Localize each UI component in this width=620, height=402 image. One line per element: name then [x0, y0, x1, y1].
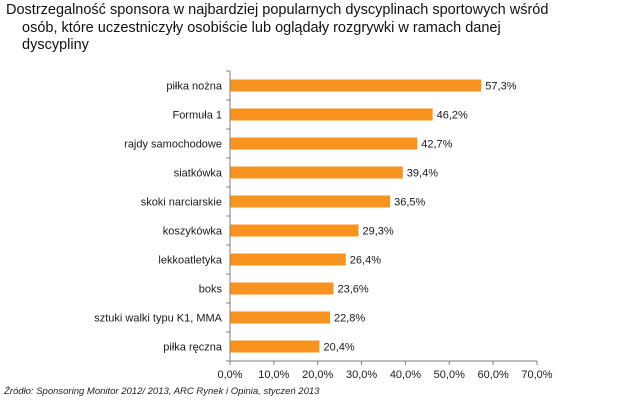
bar-0 [230, 79, 482, 92]
value-label-4: 36,5% [394, 197, 425, 209]
axis-layer: piłka nożna 57,3% Formuła 1 46,2% rajdy samo… [94, 70, 553, 381]
bar-7 [230, 282, 334, 295]
value-label-0: 57,3% [485, 81, 516, 93]
x-tick-label-2: 20,0% [302, 369, 333, 381]
bar-6 [230, 253, 346, 266]
value-label-1: 46,2% [437, 110, 468, 122]
category-label-9: piłka ręczna [163, 342, 223, 354]
category-label-8: sztuki walki typu K1, MMA [94, 313, 222, 325]
bar-9 [230, 340, 320, 353]
category-label-3: siatkówka [174, 168, 223, 180]
x-tick-label-5: 50,0% [434, 369, 465, 381]
source-note: Źródło: Sponsoring Monitor 2012/ 2013, A… [4, 386, 320, 397]
x-tick-label-3: 30,0% [346, 369, 377, 381]
value-label-6: 26,4% [350, 255, 381, 267]
x-tick-label-1: 10,0% [258, 369, 289, 381]
value-label-5: 29,3% [363, 226, 394, 238]
value-label-8: 22,8% [334, 313, 365, 325]
bar-5 [230, 224, 359, 237]
title-line-2: osób, które uczestniczyły osobiście lub … [22, 19, 501, 36]
bar-2 [230, 137, 418, 150]
category-label-5: koszykówka [163, 226, 223, 238]
category-label-2: rajdy samochodowe [124, 139, 222, 151]
category-label-0: piłka nożna [166, 81, 223, 93]
x-tick-label-0: 0,0% [217, 369, 242, 381]
x-tick-label-7: 70,0% [521, 369, 552, 381]
bar-8 [230, 311, 330, 324]
category-label-4: skoki narciarskie [141, 197, 222, 209]
category-label-1: Formuła 1 [172, 110, 222, 122]
category-label-7: boks [199, 284, 223, 296]
bar-4 [230, 195, 391, 208]
value-label-9: 20,4% [323, 342, 354, 354]
x-tick-label-4: 40,0% [390, 369, 421, 381]
value-label-3: 39,4% [407, 168, 438, 180]
title-line-1: Dostrzegalność sponsora w najbardziej po… [6, 2, 549, 18]
value-label-7: 23,6% [338, 284, 369, 296]
bar-3 [230, 166, 403, 179]
bar-1 [230, 108, 433, 121]
category-label-6: lekkoatletyka [158, 255, 222, 267]
value-label-2: 42,7% [421, 139, 452, 151]
chart-title: Dostrzegalność sponsora w najbardziej po… [6, 2, 606, 55]
x-tick-label-6: 60,0% [478, 369, 509, 381]
title-line-3: dyscypliny [22, 37, 89, 53]
bars-layer [230, 79, 482, 353]
